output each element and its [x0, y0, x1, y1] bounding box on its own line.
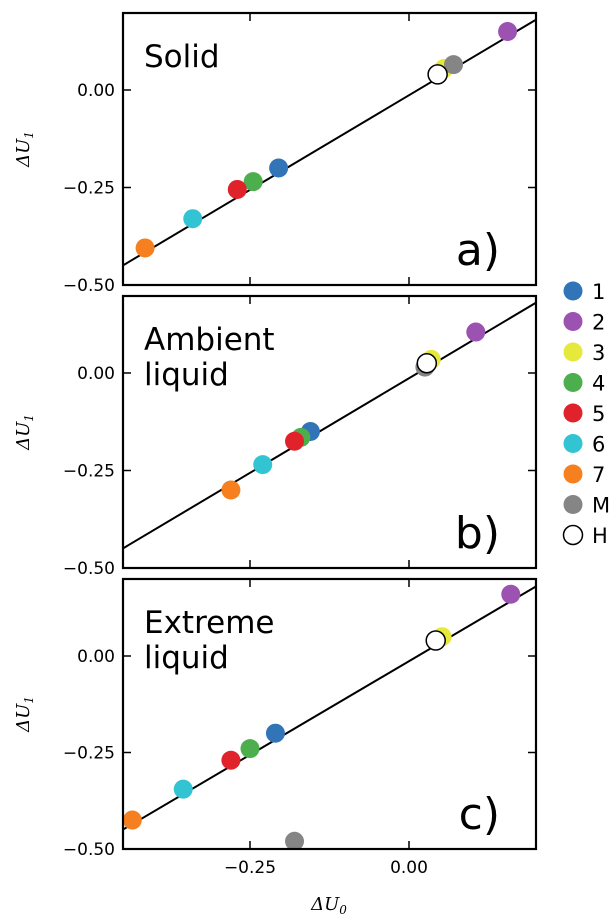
- legend-marker: [563, 495, 583, 514]
- y-tick-label: −0.25: [63, 179, 115, 199]
- legend-marker: [563, 281, 583, 301]
- panel-title: liquid: [144, 357, 229, 393]
- y-tick-label: 0.00: [77, 647, 115, 667]
- panel-title: Solid: [144, 39, 220, 75]
- legend-item-2: 2: [563, 311, 605, 335]
- legend-marker: [563, 403, 583, 423]
- legend-item-6: 6: [563, 433, 605, 457]
- legend-label: 7: [592, 463, 605, 487]
- legend-item-7: 7: [563, 463, 605, 487]
- y-tick-label: −0.50: [63, 276, 115, 296]
- legend-label: 4: [592, 372, 605, 396]
- legend-marker: [563, 434, 583, 453]
- legend-marker: [563, 342, 583, 362]
- legend-label: H: [592, 524, 608, 548]
- x-tick-label: 0.00: [390, 858, 428, 878]
- y-axis-label: ΔU1: [13, 131, 36, 168]
- legend-label: 2: [592, 311, 605, 335]
- legend-label: 5: [592, 402, 605, 426]
- panel-tag: c): [459, 789, 500, 840]
- y-tick-label: −0.50: [63, 559, 115, 579]
- data-point-4: [243, 172, 263, 192]
- data-point-H: [425, 630, 446, 651]
- data-point-1: [269, 158, 289, 178]
- legend-item-4: 4: [563, 372, 605, 396]
- data-point-7: [123, 810, 142, 830]
- axes-frame: [121, 11, 538, 287]
- x-tick-label: −0.25: [224, 858, 276, 878]
- legend-item-M: M: [563, 494, 610, 518]
- y-tick-label: 0.00: [77, 364, 115, 384]
- panel-tag: b): [455, 508, 500, 559]
- x-axis-label: ΔU0: [310, 894, 347, 917]
- panel-tag: a): [456, 225, 500, 276]
- legend-item-H: H: [562, 524, 608, 548]
- data-point-5: [285, 431, 305, 451]
- legend-label: 3: [592, 341, 605, 365]
- data-point-H: [427, 64, 448, 85]
- data-point-7: [135, 238, 155, 258]
- y-tick-label: −0.25: [63, 744, 115, 764]
- legend-item-5: 5: [563, 402, 605, 426]
- legend-label: 1: [592, 280, 605, 304]
- legend-marker: [563, 373, 583, 392]
- data-point-2: [501, 584, 521, 604]
- data-point-7: [221, 480, 241, 500]
- data-point-5: [227, 179, 247, 199]
- panel-title: liquid: [144, 640, 229, 676]
- panel-1: 0.00 −0.25 −0.50 ΔU1 Solid a): [13, 11, 538, 296]
- legend: 1 2 3 4 5 6 7 MH: [562, 280, 610, 548]
- data-point-H: [416, 353, 438, 374]
- legend-marker: [563, 464, 583, 484]
- y-axis-label: ΔU1: [13, 414, 36, 451]
- data-point-6: [183, 209, 203, 229]
- legend-marker: [562, 524, 584, 546]
- data-point-1: [265, 723, 285, 743]
- data-point-4: [240, 739, 260, 759]
- panel-title: Ambient: [144, 322, 275, 358]
- data-point-M: [285, 831, 305, 849]
- legend-label: 6: [592, 433, 605, 457]
- panel-3: 0.00 −0.25 −0.50 −0.25 0.00 ΔU1 ΔU0 Extremeliqu…: [13, 577, 538, 917]
- legend-marker: [563, 312, 583, 331]
- data-point-5: [221, 750, 241, 770]
- data-point-6: [253, 455, 273, 475]
- axes-frame: [121, 294, 538, 570]
- axes-frame: [121, 577, 538, 851]
- data-point-2: [498, 22, 518, 41]
- y-tick-label: −0.25: [63, 462, 115, 482]
- data-point-6: [173, 779, 193, 799]
- y-tick-label: −0.50: [63, 840, 115, 860]
- panel-title: Extreme: [144, 605, 275, 641]
- y-axis-label: ΔU1: [13, 696, 36, 733]
- data-point-2: [466, 322, 486, 342]
- y-tick-label: 0.00: [77, 81, 115, 101]
- legend-item-3: 3: [563, 341, 605, 365]
- data-point-M: [444, 55, 464, 75]
- legend-label: M: [592, 494, 610, 518]
- fit-line: [123, 585, 536, 831]
- legend-item-1: 1: [563, 280, 605, 304]
